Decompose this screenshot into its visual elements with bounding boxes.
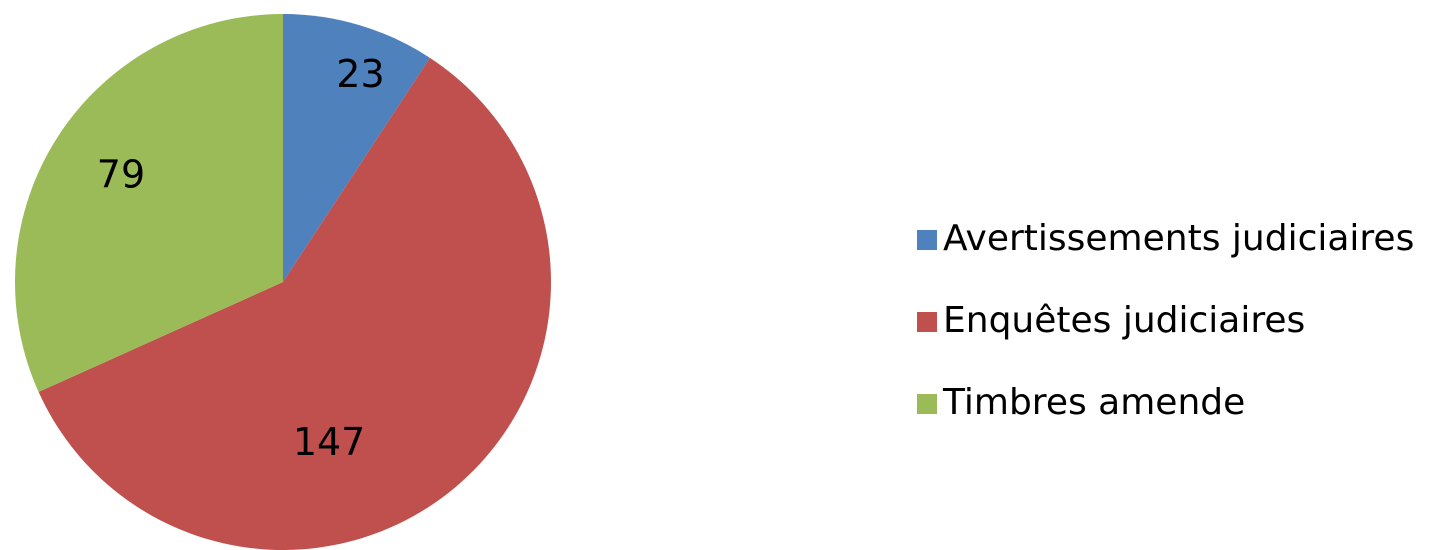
legend-label-1: Avertissements judiciaires <box>943 218 1414 259</box>
legend-swatch-2 <box>917 312 937 332</box>
legend-label-2: Enquêtes judiciaires <box>943 300 1305 341</box>
data-label-3: 79 <box>97 153 145 197</box>
pie-slice-2 <box>38 57 551 550</box>
data-label-1: 23 <box>336 52 384 96</box>
pie-slices <box>14 14 551 550</box>
legend-label-3: Timbres amende <box>942 382 1245 423</box>
data-label-2: 147 <box>293 420 366 464</box>
legend-swatch-1 <box>917 230 937 250</box>
data-labels: 23 147 79 <box>97 52 385 464</box>
legend-swatch-3 <box>917 394 937 414</box>
pie-slice-3 <box>14 14 283 392</box>
pie-slice-1 <box>283 14 430 282</box>
legend: Avertissements judiciaires Enquêtes judic… <box>917 218 1414 423</box>
